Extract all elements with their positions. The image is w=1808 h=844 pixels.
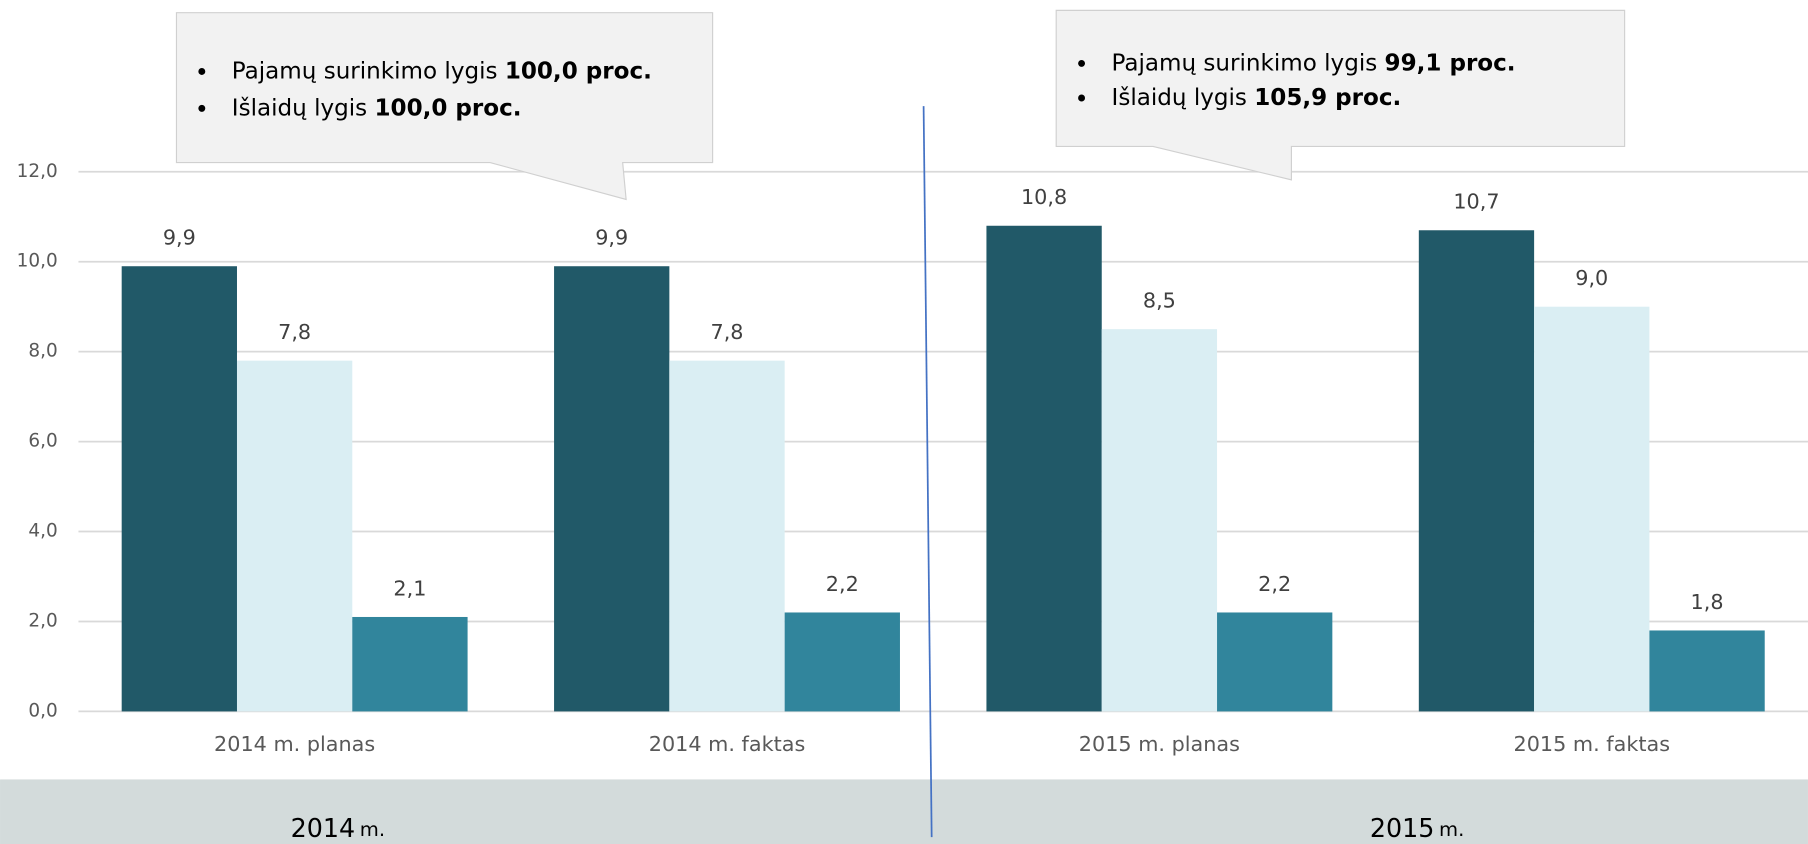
y-tick-label: 2,0 (28, 610, 57, 631)
y-tick-label: 6,0 (28, 431, 57, 452)
bar (1101, 329, 1218, 712)
value-label: 7,8 (711, 320, 744, 344)
y-tick-label: 0,0 (28, 700, 57, 721)
value-label: 2,1 (393, 576, 426, 600)
bar (986, 225, 1102, 712)
y-tick-label: 8,0 (28, 341, 57, 362)
bar (236, 360, 353, 712)
value-label: 8,5 (1143, 289, 1176, 313)
bar (669, 360, 785, 712)
bar (121, 266, 237, 712)
value-label: 9,0 (1575, 266, 1608, 290)
x-tick-label: 2015 m. faktas (1514, 732, 1671, 756)
value-label: 9,9 (163, 226, 196, 250)
plot: 0,0 2,0 4,0 6,0 8,0 10,0 12,0 2014 m. planas 9,9… (17, 161, 1808, 756)
value-label: 10,7 (1453, 190, 1499, 214)
value-label: 10,8 (1021, 185, 1067, 209)
x-tick-label: 2015 m. planas (1079, 732, 1240, 756)
divider (922, 106, 933, 838)
bar (1418, 230, 1535, 712)
bar (1534, 306, 1650, 712)
period-label: 2015 m. (1370, 813, 1464, 843)
y-tick-label: 10,0 (17, 251, 58, 272)
callout: Pajamų surinkimo lygis 99,1 proc. Išlaid… (1055, 9, 1626, 181)
value-label: 1,8 (1691, 590, 1724, 614)
value-label: 2,2 (1258, 572, 1291, 596)
value-label: 7,8 (278, 320, 311, 344)
x-tick-label: 2014 m. planas (214, 732, 375, 756)
callout-line: Išlaidų lygis 100,0 proc. (232, 95, 522, 121)
y-tick-label: 4,0 (28, 521, 57, 542)
bar (1649, 630, 1765, 712)
period-label: 2014 m. (291, 813, 385, 843)
y-tick-label: 12,0 (17, 161, 58, 182)
bar (784, 612, 900, 712)
bar (1217, 612, 1333, 712)
callout: Pajamų surinkimo lygis 100,0 proc. Išlai… (175, 12, 714, 201)
bar (352, 616, 468, 712)
x-tick-label: 2014 m. faktas (649, 732, 806, 756)
bar (554, 266, 670, 712)
callout-line: Pajamų surinkimo lygis 100,0 proc. (232, 58, 652, 84)
value-label: 2,2 (826, 572, 859, 596)
value-label: 9,9 (595, 226, 628, 250)
callout-line: Pajamų surinkimo lygis 99,1 proc. (1112, 50, 1516, 76)
callout-line: Išlaidų lygis 105,9 proc. (1112, 85, 1402, 111)
period-band (0, 779, 1808, 844)
